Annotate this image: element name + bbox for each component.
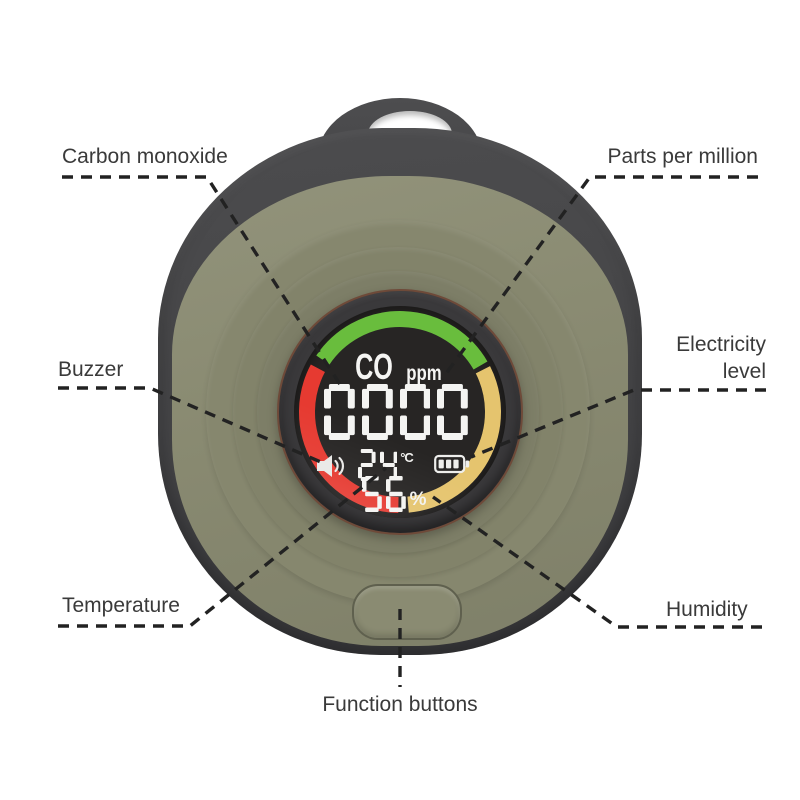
gas-label: CO [355,346,393,387]
battery-bars [438,459,459,469]
label-carbon-monoxide: Carbon monoxide [62,145,228,168]
display-screen: CO ppm °C % [294,306,506,518]
label-temperature: Temperature [62,594,180,617]
humidity-digits [362,476,406,512]
speaker-icon [317,455,344,477]
label-function-buttons: Function buttons [322,693,478,716]
gauge-arc-green [316,311,488,370]
co-reading [324,384,469,440]
function-button [352,584,462,640]
unit-label: ppm [406,362,442,385]
label-buzzer: Buzzer [58,358,124,381]
battery-icon [434,454,470,474]
label-humidity: Humidity [666,598,748,621]
display-bezel: CO ppm °C % [277,289,523,535]
humidity-readout: % [362,476,427,512]
temperature-readout: °C [358,449,414,481]
label-parts-per-million: Parts per million [607,145,758,168]
humidity-unit: % [409,489,427,510]
label-electricity-level: Electricity level [676,333,766,383]
temperature-unit: °C [400,450,414,465]
